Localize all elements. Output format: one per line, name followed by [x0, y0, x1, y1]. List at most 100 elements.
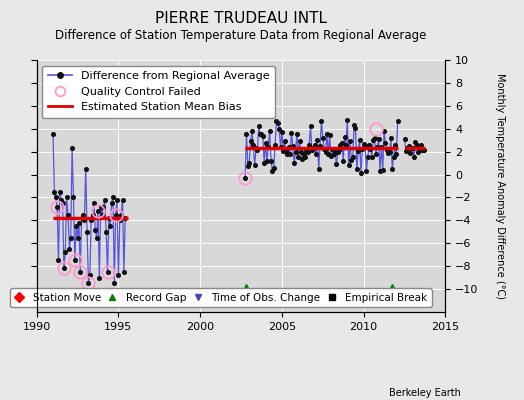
Point — [69, 194, 78, 201]
Point — [377, 144, 386, 150]
Point — [65, 246, 73, 252]
Point — [90, 200, 98, 206]
Point — [402, 148, 410, 154]
Point — [109, 194, 117, 201]
Point — [418, 146, 427, 153]
Point — [342, 141, 350, 148]
Point — [387, 135, 395, 142]
Point — [359, 140, 368, 147]
Point — [330, 151, 338, 158]
Point — [361, 142, 369, 149]
Point — [375, 136, 383, 142]
Point — [62, 194, 71, 201]
Point — [56, 188, 64, 195]
Y-axis label: Monthly Temperature Anomaly Difference (°C): Monthly Temperature Anomaly Difference (… — [495, 73, 505, 299]
Point — [410, 154, 418, 160]
Point — [296, 138, 304, 144]
Point — [94, 208, 102, 214]
Point — [249, 142, 257, 148]
Point — [300, 151, 308, 157]
Point — [289, 143, 297, 149]
Point — [417, 142, 425, 148]
Point — [290, 160, 298, 166]
Point — [354, 148, 363, 154]
Point — [246, 138, 255, 144]
Point — [392, 150, 400, 157]
Point — [106, 223, 114, 229]
Point — [351, 125, 359, 132]
Point — [287, 130, 296, 136]
Point — [320, 146, 329, 153]
Point — [336, 141, 345, 148]
Point — [51, 194, 60, 201]
Point — [78, 215, 86, 221]
Point — [303, 149, 312, 155]
Point — [381, 140, 390, 146]
Point — [119, 269, 128, 275]
Point — [325, 132, 334, 138]
Point — [58, 200, 67, 206]
Point — [283, 151, 291, 158]
Point — [256, 131, 264, 138]
Point — [403, 145, 411, 151]
Point — [282, 148, 290, 154]
Point — [309, 145, 318, 152]
Point — [91, 226, 100, 233]
Point — [319, 134, 327, 141]
Point — [327, 153, 335, 159]
Point — [274, 120, 282, 126]
Point — [276, 144, 285, 150]
Point — [275, 126, 283, 132]
Point — [263, 158, 271, 164]
Point — [279, 148, 288, 154]
Point — [261, 140, 270, 146]
Point — [241, 175, 249, 181]
Point — [57, 196, 66, 203]
Point — [260, 160, 268, 166]
Point — [98, 212, 106, 218]
Point — [71, 257, 79, 264]
Point — [384, 150, 392, 156]
Point — [118, 196, 127, 203]
Point — [271, 142, 279, 148]
Point — [103, 269, 112, 275]
Point — [337, 140, 346, 146]
Point — [332, 161, 341, 168]
Point — [372, 150, 380, 157]
Point — [407, 145, 416, 151]
Point — [259, 133, 267, 140]
Point — [391, 142, 399, 148]
Point — [105, 215, 113, 221]
Point — [347, 157, 356, 163]
Point — [316, 143, 324, 149]
Point — [365, 142, 373, 148]
Point — [358, 146, 366, 152]
Point — [314, 166, 323, 172]
Point — [244, 163, 252, 169]
Point — [305, 142, 313, 148]
Point — [113, 196, 121, 203]
Point — [357, 170, 365, 176]
Point — [121, 215, 129, 221]
Point — [84, 280, 93, 286]
Point — [310, 142, 319, 148]
Point — [267, 157, 275, 164]
Point — [324, 151, 332, 157]
Point — [298, 156, 307, 162]
Point — [82, 166, 90, 172]
Point — [369, 137, 377, 143]
Point — [411, 139, 420, 146]
Point — [364, 154, 372, 160]
Point — [346, 138, 354, 144]
Point — [294, 153, 302, 160]
Point — [87, 217, 95, 224]
Point — [313, 137, 322, 143]
Point — [297, 149, 305, 156]
Point — [116, 217, 124, 224]
Point — [272, 118, 281, 124]
Point — [414, 148, 422, 155]
Point — [107, 200, 116, 206]
Point — [370, 134, 379, 141]
Point — [293, 131, 301, 137]
Point — [389, 154, 398, 160]
